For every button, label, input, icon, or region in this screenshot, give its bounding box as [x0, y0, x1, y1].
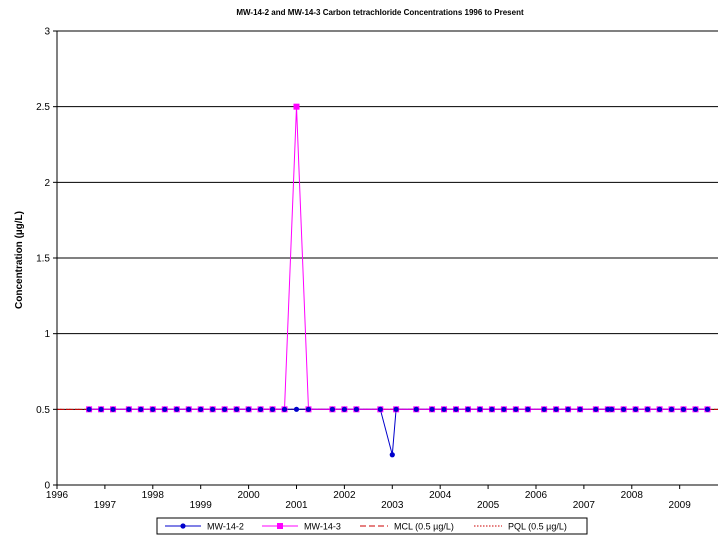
data-point: [413, 406, 419, 412]
data-point: [305, 406, 312, 412]
data-point: [329, 406, 336, 412]
data-point: [389, 452, 395, 458]
y-tick-labels: 0 0.5 1 1.5 2 2.5 3: [36, 27, 50, 492]
series-line-mw-14-2: [89, 408, 708, 455]
x-tick-label: 2007: [573, 500, 596, 511]
data-point: [245, 406, 252, 412]
y-tick-label: 3: [44, 27, 50, 38]
data-point: [234, 406, 240, 412]
y-tick-label: 0.5: [36, 405, 50, 416]
legend-marker: [277, 523, 283, 529]
x-tick-label: 2008: [621, 490, 644, 501]
data-point: [465, 406, 471, 412]
data-point: [222, 406, 228, 412]
x-tick-label: 2003: [381, 500, 404, 511]
y-axis-label: Concentration (µg/L): [14, 211, 25, 309]
data-point: [489, 406, 495, 412]
y-tick-label: 1: [44, 329, 50, 340]
data-point: [680, 406, 687, 412]
data-point: [293, 406, 300, 412]
data-point: [162, 406, 168, 412]
legend-label: MCL (0.5 µg/L): [394, 522, 454, 532]
x-tick-label: 2001: [285, 500, 308, 511]
data-point: [186, 406, 192, 412]
data-point: [126, 406, 132, 412]
y-tick-label: 1.5: [36, 254, 50, 265]
x-tick-label: 2002: [333, 490, 356, 501]
data-point: [541, 406, 547, 412]
data-point: [605, 406, 611, 412]
data-point: [553, 406, 559, 412]
data-point: [704, 406, 711, 412]
x-tick-label: 2005: [477, 500, 500, 511]
x-tick-label: 1998: [142, 490, 165, 501]
y-tick-label: 2.5: [36, 102, 50, 113]
data-point: [429, 406, 435, 412]
data-point: [621, 406, 627, 412]
x-tick-label: 2004: [429, 490, 452, 501]
data-point: [98, 406, 104, 412]
data-point: [453, 406, 459, 412]
data-point: [281, 406, 288, 412]
gridlines: [57, 30, 718, 410]
data-point: [257, 406, 264, 412]
data-point: [293, 103, 300, 110]
legend-label: MW-14-2: [207, 522, 244, 532]
data-point: [269, 406, 276, 412]
chart-title: MW-14-2 and MW-14-3 Carbon tetrachloride…: [236, 8, 524, 17]
legend-marker: [180, 523, 186, 529]
y-tick-label: 2: [44, 178, 50, 189]
data-point: [377, 406, 383, 412]
x-tick-label: 1996: [46, 490, 69, 501]
x-tick-label: 2006: [525, 490, 548, 501]
data-point: [692, 406, 699, 412]
data-point: [656, 406, 663, 412]
data-point: [668, 406, 675, 412]
data-point: [210, 406, 216, 412]
data-point: [477, 406, 483, 412]
x-tick-label: 1997: [94, 500, 117, 511]
data-point: [110, 406, 116, 412]
axes: [53, 30, 718, 489]
data-point: [565, 406, 571, 412]
x-tick-label: 2009: [669, 500, 692, 511]
x-tick-label: 1999: [190, 500, 213, 511]
data-point: [441, 406, 447, 412]
data-point: [593, 406, 599, 412]
data-point: [501, 406, 507, 412]
data-point: [150, 406, 156, 412]
legend: MW-14-2 MW-14-3 MCL (0.5 µg/L) PQL (0.5 µg/…: [156, 517, 588, 535]
series-lines: [89, 106, 708, 455]
y-tick-label: 0: [44, 481, 50, 492]
data-point: [138, 406, 144, 412]
data-point: [393, 406, 399, 412]
data-point: [609, 406, 615, 412]
data-point: [525, 406, 531, 412]
x-tick-label: 2000: [237, 490, 260, 501]
data-point: [198, 406, 204, 412]
data-point: [577, 406, 583, 412]
data-point: [341, 406, 347, 412]
data-point: [353, 406, 359, 412]
data-point: [174, 406, 180, 412]
legend-label: PQL (0.5 µg/L): [508, 522, 567, 532]
data-point: [644, 406, 651, 412]
data-point: [633, 406, 639, 412]
x-tick-labels: 1996 1998 2000 2002 2004 2006 2008 1997 1999 2001…: [46, 490, 691, 511]
data-point: [86, 406, 92, 412]
legend-label: MW-14-3: [304, 522, 341, 532]
series-markers: [86, 103, 711, 458]
data-point: [513, 406, 519, 412]
